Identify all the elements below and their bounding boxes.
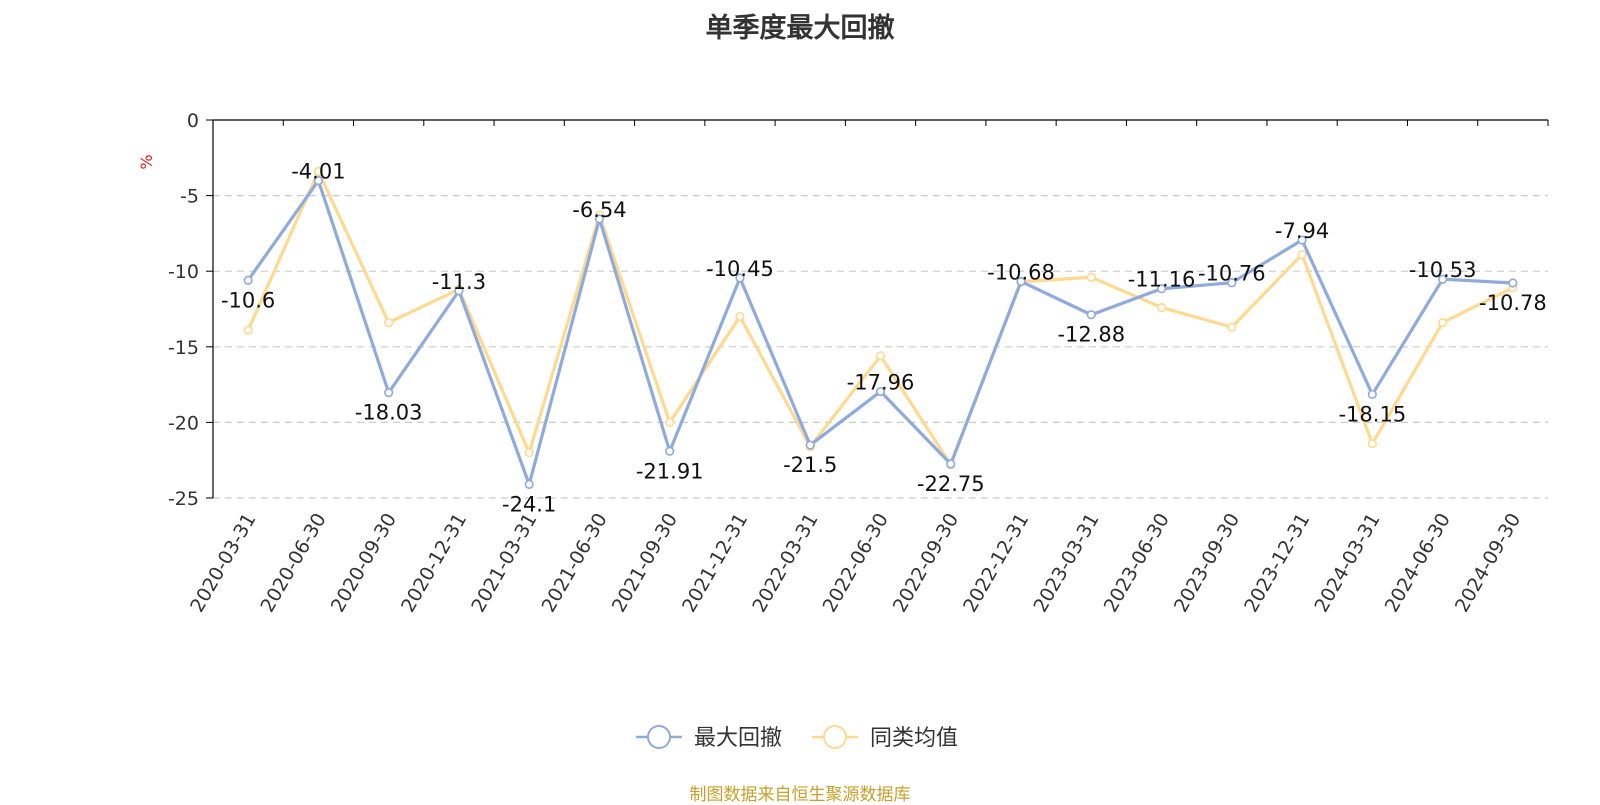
y-tick-label: -15 xyxy=(168,337,199,359)
data-point xyxy=(1297,235,1307,245)
x-tick-label: 2021-09-30 xyxy=(608,510,682,617)
data-point xyxy=(1156,284,1167,294)
series-lines xyxy=(243,166,1518,489)
line-chart: 0-5-10-15-20-252020-03-312020-06-302020-… xyxy=(137,110,1549,751)
chart-title: 单季度最大回撤 xyxy=(705,13,895,44)
data-point xyxy=(524,448,534,458)
source-note: 制图数据来自恒生聚源数据库 xyxy=(689,785,911,805)
x-tick-label: 2020-12-31 xyxy=(397,509,471,616)
x-tick-label: 2020-06-30 xyxy=(256,510,330,617)
x-tick-label: 2021-06-30 xyxy=(538,510,612,617)
legend-swatch-marker xyxy=(647,725,671,749)
data-label: -11.16 xyxy=(1128,268,1196,292)
data-label: -21.91 xyxy=(636,459,704,483)
data-point xyxy=(313,166,323,177)
data-point xyxy=(1297,249,1307,260)
x-tick-label: 2020-09-30 xyxy=(327,510,401,617)
series-line-1 xyxy=(246,169,1514,467)
y-axis-unit-label: % xyxy=(137,154,156,169)
x-tick-label: 2023-06-30 xyxy=(1100,510,1174,617)
data-point xyxy=(1367,389,1377,400)
y-tick-label: -5 xyxy=(180,186,199,208)
x-tick-label: 2022-06-30 xyxy=(819,510,893,617)
x-tick-label: 2024-06-30 xyxy=(1381,510,1455,617)
data-point xyxy=(1438,274,1448,284)
legend-label: 同类均值 xyxy=(870,726,958,751)
x-tick-label: 2022-12-31 xyxy=(959,510,1033,617)
data-point xyxy=(454,286,464,296)
data-point xyxy=(805,440,815,450)
legend-swatch-marker xyxy=(823,725,847,749)
data-label: -6.54 xyxy=(572,198,626,222)
data-label: -21.5 xyxy=(783,453,837,477)
data-point xyxy=(524,479,534,489)
data-label: -18.15 xyxy=(1338,402,1406,426)
y-tick-label: -25 xyxy=(168,488,199,510)
data-label: -17.96 xyxy=(847,371,915,395)
data-label: -10.68 xyxy=(987,260,1055,284)
data-point xyxy=(875,386,886,397)
data-point xyxy=(1016,276,1026,287)
data-point xyxy=(1227,278,1237,288)
data-point xyxy=(665,417,675,428)
x-tick-label: 2024-03-31 xyxy=(1310,510,1384,617)
y-tick-label: 0 xyxy=(187,110,199,132)
y-tick-label: -10 xyxy=(168,261,199,283)
legend-label: 最大回撤 xyxy=(694,726,782,751)
data-point xyxy=(735,273,745,283)
x-tick-label: 2021-12-31 xyxy=(678,510,752,617)
x-tick-label: 2023-12-31 xyxy=(1240,510,1314,617)
grid-lines xyxy=(213,195,1548,499)
data-point xyxy=(946,459,956,469)
data-point xyxy=(384,318,394,328)
data-label: -10.53 xyxy=(1409,258,1477,282)
data-label: -24.1 xyxy=(502,492,556,516)
data-label: -7.94 xyxy=(1275,219,1329,243)
data-label: -12.88 xyxy=(1057,323,1125,347)
data-labels: -10.6 -4.01 -18.03 -11.3 -24.1 -6.54 -21.91 -10… xyxy=(221,160,1547,517)
data-point xyxy=(1227,322,1237,332)
x-tick-label: 2022-09-30 xyxy=(889,510,963,617)
data-label: -4.01 xyxy=(291,160,345,184)
x-tick-label: 2022-03-31 xyxy=(748,510,822,617)
data-label: -22.75 xyxy=(917,472,985,496)
x-tick-label: 2021-03-31 xyxy=(467,510,541,617)
data-point xyxy=(1086,272,1096,282)
y-tick-label: -20 xyxy=(168,412,199,434)
data-point xyxy=(875,351,886,361)
data-label: -10.78 xyxy=(1479,291,1547,315)
x-tick-label: 2023-03-31 xyxy=(1029,510,1103,617)
data-point xyxy=(665,446,675,456)
data-point xyxy=(1156,302,1167,313)
x-tick-label: 2023-09-30 xyxy=(1170,510,1244,617)
data-label: -10.45 xyxy=(706,257,774,281)
data-point xyxy=(313,176,323,186)
data-point xyxy=(243,325,253,335)
data-label: -11.3 xyxy=(432,270,486,294)
legend[interactable]: 最大回撤 同类均值 xyxy=(636,725,958,751)
data-point xyxy=(243,275,253,285)
data-label: -10.76 xyxy=(1198,262,1266,286)
data-point xyxy=(1508,278,1518,288)
data-label: -18.03 xyxy=(355,401,423,425)
data-point xyxy=(735,311,745,322)
x-tick-label: 2020-03-31 xyxy=(186,510,260,617)
data-point xyxy=(1367,438,1377,449)
x-tick-label: 2024-09-30 xyxy=(1451,510,1525,617)
data-label: -10.6 xyxy=(221,288,275,312)
data-point xyxy=(594,214,605,224)
data-point xyxy=(1438,318,1448,328)
data-point xyxy=(384,388,394,398)
data-point xyxy=(1086,310,1096,320)
